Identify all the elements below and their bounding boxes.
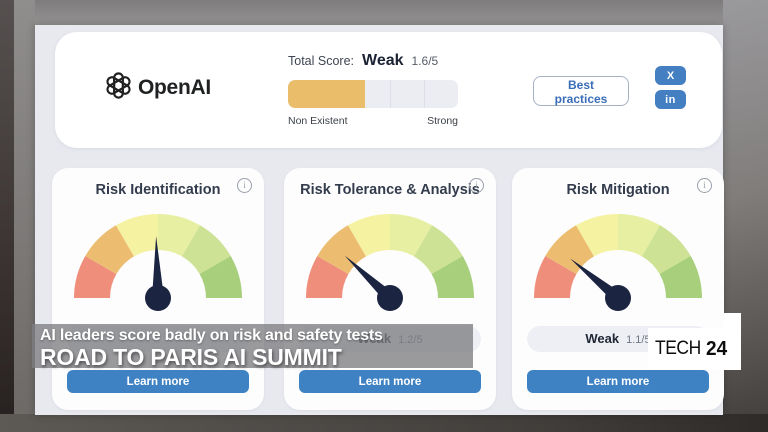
score-rating: Weak: [585, 331, 620, 346]
header-card: OpenAI Total Score: Weak 1.6/5 Non Exist…: [55, 32, 722, 148]
score-value: 1.1/5: [626, 334, 651, 346]
tech24-channel-logo: TECH 24: [648, 313, 741, 370]
card-title: Risk Tolerance & Analysis: [300, 182, 480, 198]
tech24-logo-name: TECH: [655, 338, 701, 359]
info-icon[interactable]: i: [237, 178, 252, 193]
x-social-button[interactable]: X: [655, 66, 686, 85]
total-score-block: Total Score: Weak 1.6/5 Non Existent Str…: [288, 52, 458, 127]
scale-min-label: Non Existent: [288, 115, 348, 127]
info-icon[interactable]: i: [697, 178, 712, 193]
risk-tolerance-gauge: [295, 206, 485, 312]
background-bottom: [0, 414, 768, 432]
learn-more-button[interactable]: Learn more: [299, 370, 481, 393]
best-practices-button[interactable]: Best practices: [533, 76, 629, 106]
openai-logo: OpenAI: [105, 72, 211, 104]
risk-mitigation-gauge: [523, 206, 713, 312]
linkedin-social-button[interactable]: in: [655, 90, 686, 109]
risk-identification-gauge: [63, 206, 253, 312]
openai-logo-text: OpenAI: [138, 76, 211, 99]
background-left-blur: [14, 0, 35, 432]
learn-more-button[interactable]: Learn more: [67, 370, 249, 393]
risk-tolerance-card: Risk Tolerance & Analysis i Weak 1.2/5 L…: [284, 168, 496, 410]
banner-topic: ROAD TO PARIS AI SUMMIT: [40, 344, 342, 370]
total-score-bar: [288, 80, 458, 108]
background-left-strip: [0, 0, 14, 432]
total-score-rating: Weak: [362, 52, 404, 69]
info-icon[interactable]: i: [469, 178, 484, 193]
total-score-bar-labels: Non Existent Strong: [288, 115, 458, 127]
background-top: [0, 0, 768, 26]
total-score-bar-fill: [288, 80, 365, 108]
tech24-logo-number: 24: [705, 337, 727, 360]
risk-mitigation-card: Risk Mitigation i Weak 1.1/5 Learn more: [512, 168, 724, 410]
linkedin-icon: in: [665, 93, 676, 106]
tech24-logo-box: TECH 24: [648, 328, 741, 370]
learn-more-button[interactable]: Learn more: [527, 370, 709, 393]
x-icon: X: [666, 69, 675, 82]
news-lower-third-banner: AI leaders score badly on risk and safet…: [32, 324, 473, 370]
card-title: Risk Identification: [95, 182, 221, 198]
banner-headline: AI leaders score badly on risk and safet…: [40, 327, 383, 344]
total-score-row: Total Score: Weak 1.6/5: [288, 52, 458, 70]
openai-logo-icon: [105, 72, 132, 104]
total-score-value: 1.6/5: [411, 54, 439, 68]
card-title: Risk Mitigation: [566, 182, 670, 198]
scale-max-label: Strong: [427, 115, 458, 127]
total-score-label: Total Score:: [288, 54, 355, 68]
risk-identification-card: Risk Identification i Learn more: [52, 168, 264, 410]
